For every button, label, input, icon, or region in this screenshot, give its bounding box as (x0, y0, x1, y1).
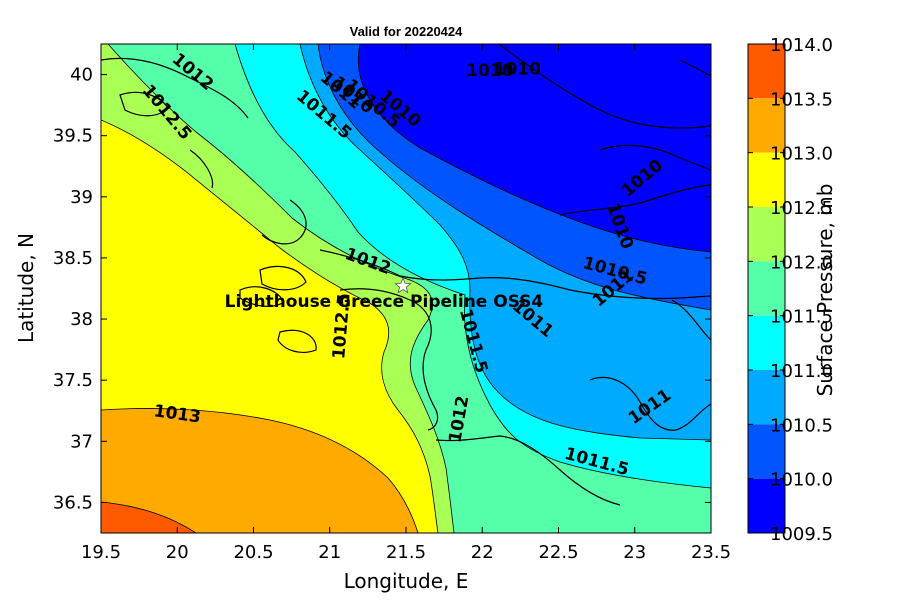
y-tick-label: 37.5 (53, 370, 93, 391)
colorbar-label: Surface Pressure, mb (813, 184, 837, 397)
colorbar-tick-label: 1010.5 (770, 415, 833, 436)
contour-label: 1010 (494, 60, 541, 80)
contour-lines (101, 44, 711, 533)
chart-title: Valid for 20220424 (350, 24, 464, 39)
station-layer: Lighthouse Greece Pipeline OSS4 (225, 277, 544, 312)
y-tick-label: 40 (70, 65, 93, 86)
colorbar-segment (748, 424, 785, 479)
y-tick-label: 37 (70, 431, 93, 452)
station-star-marker (394, 277, 412, 294)
x-axis: 19.5 20 20.5 21 21.5 22 22.5 23 23.5 (81, 44, 731, 563)
colorbar-tick-label: 1011.5 (770, 307, 833, 328)
x-tick-label: 21 (318, 542, 341, 563)
colorbar-frame (747, 43, 786, 534)
x-tick-label: 20.5 (233, 542, 273, 563)
x-tick-label: 19.5 (81, 542, 121, 563)
y-tick-label: 38.5 (53, 248, 93, 269)
x-axis-label: Longitude, E (344, 569, 469, 593)
colorbar-segment (748, 152, 785, 207)
x-tick-label: 20 (166, 542, 189, 563)
x-tick-label: 23.5 (691, 542, 731, 563)
colorbar-segment (748, 315, 785, 370)
colorbar-tick-label: 1013.0 (770, 144, 833, 165)
colorbar-tick-label: 1010.0 (770, 470, 833, 491)
coastlines (101, 44, 711, 506)
colorbar-segment (748, 478, 785, 533)
y-axis: 36.5 37 37.5 38 38.5 39 39.5 40 (53, 65, 711, 513)
y-tick-label: 39.5 (53, 126, 93, 147)
x-tick-label: 22 (471, 542, 494, 563)
colorbar-segment (748, 207, 785, 262)
colorbar: 1014.0 1013.5 1013.0 1012.5 1012.0 1011.5 1011… (747, 35, 833, 545)
colorbar-segment (748, 261, 785, 316)
colorbar-segment (748, 44, 785, 99)
x-tick-label: 21.5 (386, 542, 426, 563)
y-tick-label: 38 (70, 309, 93, 330)
band-1013-5 (101, 502, 196, 533)
colorbar-segment (748, 370, 785, 425)
station-label: Lighthouse Greece Pipeline OSS4 (225, 292, 544, 312)
colorbar-tick-label: 1012.0 (770, 252, 833, 273)
x-tick-label: 22.5 (538, 542, 578, 563)
y-tick-label: 36.5 (53, 492, 93, 513)
colorbar-tick-label: 1012.5 (770, 198, 833, 219)
colorbar-tick-label: 1011.0 (770, 361, 833, 382)
x-tick-label: 23 (623, 542, 646, 563)
band-1013-0 (101, 408, 418, 533)
colorbar-tick-label: 1014.0 (770, 35, 833, 56)
contour-label: 1010 (466, 61, 513, 81)
colorbar-segment (748, 98, 785, 153)
y-tick-label: 39 (70, 187, 93, 208)
colorbar-tick-label: 1013.5 (770, 89, 833, 110)
colorbar-tick-label: 1009.5 (770, 524, 833, 545)
y-axis-label: Latitude, N (14, 233, 38, 343)
